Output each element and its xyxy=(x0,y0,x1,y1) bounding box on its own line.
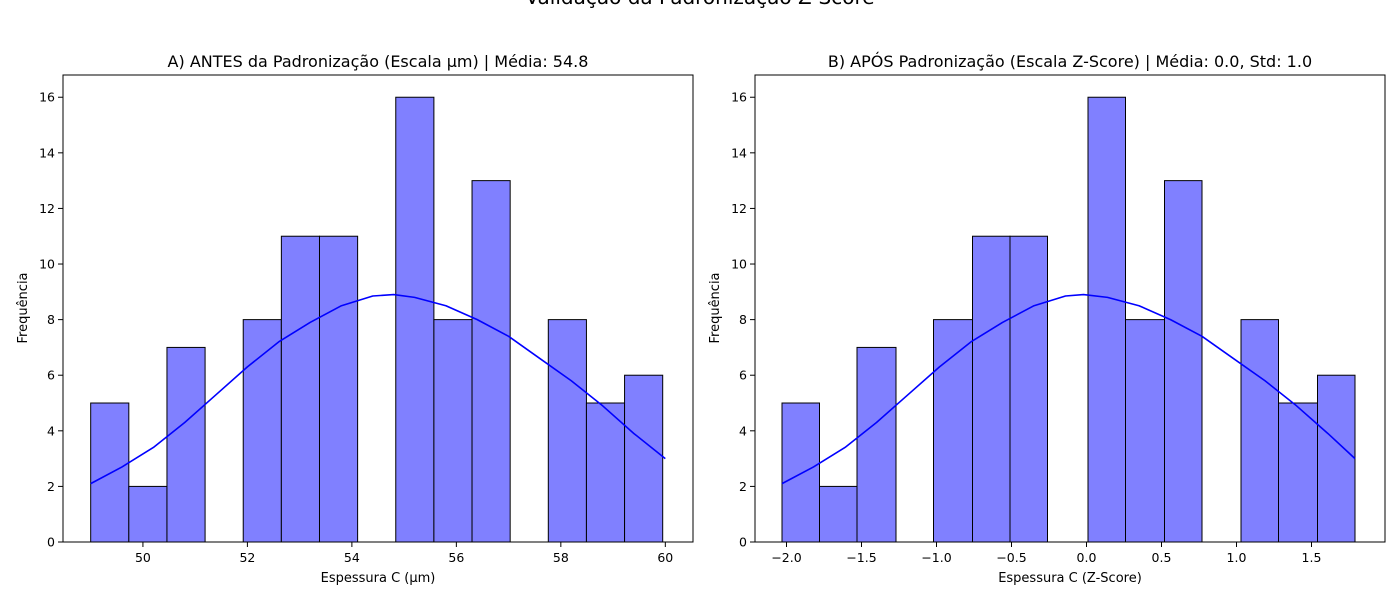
figure-suptitle: Validação da Padronização Z-Score xyxy=(525,0,874,9)
panel-b-xtick-label: −1.5 xyxy=(846,550,876,565)
panel-a-ytick-label: 12 xyxy=(39,201,55,216)
panel-b-xtick-label: −1.0 xyxy=(921,550,951,565)
panel-a-ytick-label: 6 xyxy=(47,368,55,383)
panel-b-bar xyxy=(1164,180,1203,543)
panel-a-bar xyxy=(395,96,435,543)
panel-b-xtick-label: 1.5 xyxy=(1302,550,1322,565)
panel-b-bar xyxy=(1317,374,1356,543)
panel-a-ytick-label: 0 xyxy=(47,535,55,550)
panel-b-ytick-label: 0 xyxy=(739,535,747,550)
panel-b-ytick-label: 10 xyxy=(731,257,747,272)
panel-b-bar xyxy=(972,235,1011,543)
panel-b-title: B) APÓS Padronização (Escala Z-Score) | … xyxy=(828,52,1312,71)
panel-b-bar xyxy=(819,485,858,543)
panel-b-xtick-label: 0.0 xyxy=(1077,550,1097,565)
panel-b-xtick-label: −0.5 xyxy=(996,550,1026,565)
panel-b-ytick-label: 12 xyxy=(731,201,747,216)
panel-a: A) ANTES da Padronização (Escala µm) | M… xyxy=(16,52,694,586)
panel-a-bar xyxy=(90,402,130,543)
panel-b-axes-frame xyxy=(754,74,1386,543)
panel-a-ytick-label: 2 xyxy=(47,479,55,494)
panel-a-title: A) ANTES da Padronização (Escala µm) | M… xyxy=(168,52,589,71)
panel-b-kde-line xyxy=(781,293,1356,485)
panel-b-xlabel: Espessura C (Z-Score) xyxy=(998,571,1142,586)
panel-b-xtick-label: 0.5 xyxy=(1152,550,1172,565)
panel-b-bar xyxy=(1009,235,1048,543)
panel-b-bar xyxy=(1125,319,1165,543)
panel-a-ytick-label: 16 xyxy=(39,90,55,105)
panel-b-bar xyxy=(1278,402,1318,543)
panel-b-bar xyxy=(856,346,897,543)
panel-b-bar xyxy=(1240,319,1279,543)
panel-a-bar xyxy=(318,235,359,543)
panel-a-xtick-label: 58 xyxy=(553,550,569,565)
panel-a-xtick-label: 54 xyxy=(344,550,360,565)
panel-a-bar xyxy=(128,485,168,543)
panel-a-bar xyxy=(166,346,206,543)
panel-a-xlabel: Espessura C (µm) xyxy=(321,571,436,586)
panel-a-bar xyxy=(471,180,511,543)
panel-a-bar xyxy=(585,402,626,543)
panel-a-xtick-label: 52 xyxy=(239,550,255,565)
panel-b-ytick-label: 16 xyxy=(731,90,747,105)
panel-b-ytick-label: 4 xyxy=(739,423,747,438)
panel-a-bar xyxy=(547,319,587,543)
panel-a-bar xyxy=(624,374,664,543)
panel-a-xtick-label: 56 xyxy=(448,550,464,565)
panel-b-ytick-label: 14 xyxy=(731,145,747,160)
panel-a-ytick-label: 10 xyxy=(39,257,55,272)
panel-a-kde-line xyxy=(90,293,666,485)
panel-a-axes-frame xyxy=(62,74,694,543)
panel-a-xtick-label: 60 xyxy=(657,550,673,565)
panel-a-ytick-label: 4 xyxy=(47,423,55,438)
panel-b-ylabel: Frequência xyxy=(708,272,723,343)
panel-b-bar xyxy=(1087,96,1126,543)
panel-a-xtick-label: 50 xyxy=(135,550,151,565)
panel-b-ytick-label: 8 xyxy=(739,312,747,327)
panel-a-ytick-label: 14 xyxy=(39,145,55,160)
panel-b: B) APÓS Padronização (Escala Z-Score) | … xyxy=(708,52,1386,586)
panel-b-ytick-label: 6 xyxy=(739,368,747,383)
panel-b-xtick-label: 1.0 xyxy=(1227,550,1247,565)
panel-a-bar xyxy=(433,319,473,543)
panel-b-bar xyxy=(781,402,820,543)
panel-b-xtick-label: −2.0 xyxy=(771,550,801,565)
panel-b-ytick-label: 2 xyxy=(739,479,747,494)
panel-a-bar xyxy=(280,235,320,543)
panel-a-ytick-label: 8 xyxy=(47,312,55,327)
panel-b-bar xyxy=(933,319,973,543)
panel-a-bar xyxy=(242,319,282,543)
panel-a-ylabel: Frequência xyxy=(16,272,31,343)
